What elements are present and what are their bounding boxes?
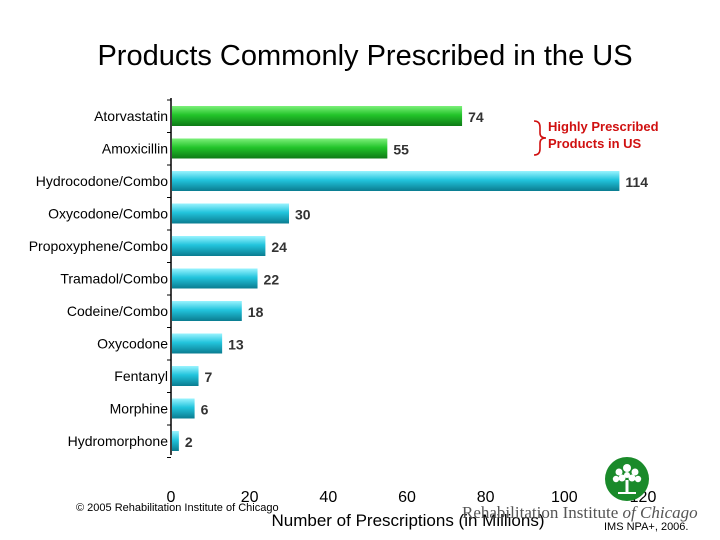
bar-tramadol-combo — [172, 268, 258, 289]
annotation-line-1: Highly Prescribed — [548, 119, 659, 134]
bar-atorvastatin — [172, 106, 463, 126]
value-label: 55 — [393, 142, 409, 158]
value-label: 18 — [248, 304, 264, 320]
x-tick-label: 100 — [551, 489, 578, 506]
logo-text-main: Rehabilitation Institute — [462, 503, 623, 522]
bar-fentanyl — [172, 366, 199, 386]
copyright-text: © 2005 Rehabilitation Institute of Chica… — [76, 502, 279, 514]
logo-text: Rehabilitation Institute of Chicago — [462, 503, 698, 523]
category-label: Hydromorphone — [68, 433, 169, 449]
category-label: Hydrocodone/Combo — [36, 173, 169, 189]
value-label: 2 — [185, 434, 193, 450]
x-axis-label: Number of Prescriptions (in Millions) — [271, 511, 544, 530]
value-label: 24 — [271, 239, 287, 255]
bar-codeine-combo — [172, 301, 242, 321]
x-tick-label: 20 — [241, 489, 259, 506]
category-label: Fentanyl — [114, 368, 168, 384]
bar-morphine — [172, 398, 195, 419]
bar-oxycodone — [172, 333, 223, 354]
value-label: 114 — [625, 174, 648, 190]
source-text: IMS NPA+, 2006. — [604, 521, 689, 533]
bar-propoxyphene-combo — [172, 236, 266, 256]
value-label: 74 — [468, 109, 484, 125]
bar-hydromorphone — [172, 431, 179, 451]
x-tick-label: 80 — [477, 489, 495, 506]
x-tick-label: 40 — [319, 489, 337, 506]
category-label: Atorvastatin — [94, 108, 168, 124]
x-tick-label: 60 — [398, 489, 416, 506]
bar-hydrocodone-combo — [172, 171, 620, 191]
value-label: 30 — [295, 207, 311, 223]
category-label: Morphine — [110, 401, 169, 417]
bar-oxycodone-combo — [172, 203, 289, 224]
category-label: Codeine/Combo — [67, 303, 168, 319]
category-label: Propoxyphene/Combo — [29, 238, 169, 254]
value-label: 6 — [201, 402, 209, 418]
category-label: Amoxicillin — [102, 141, 168, 157]
annotation-line-2: Products in US — [548, 136, 642, 151]
category-label: Oxycodone/Combo — [48, 206, 168, 222]
highly-prescribed-annotation: Highly Prescribed Products in US — [548, 118, 659, 152]
value-label: 22 — [264, 272, 280, 288]
bar-amoxicillin — [172, 138, 388, 159]
value-label: 13 — [228, 337, 244, 353]
annotation-brace — [533, 120, 547, 156]
category-label: Tramadol/Combo — [60, 271, 168, 287]
value-label: 7 — [205, 369, 213, 385]
tree-icon — [605, 457, 649, 501]
x-tick-label: 0 — [167, 489, 176, 506]
chart-title: Products Commonly Prescribed in the US — [97, 40, 633, 72]
logo-text-italic: of Chicago — [622, 503, 698, 522]
category-label: Oxycodone — [97, 336, 168, 352]
